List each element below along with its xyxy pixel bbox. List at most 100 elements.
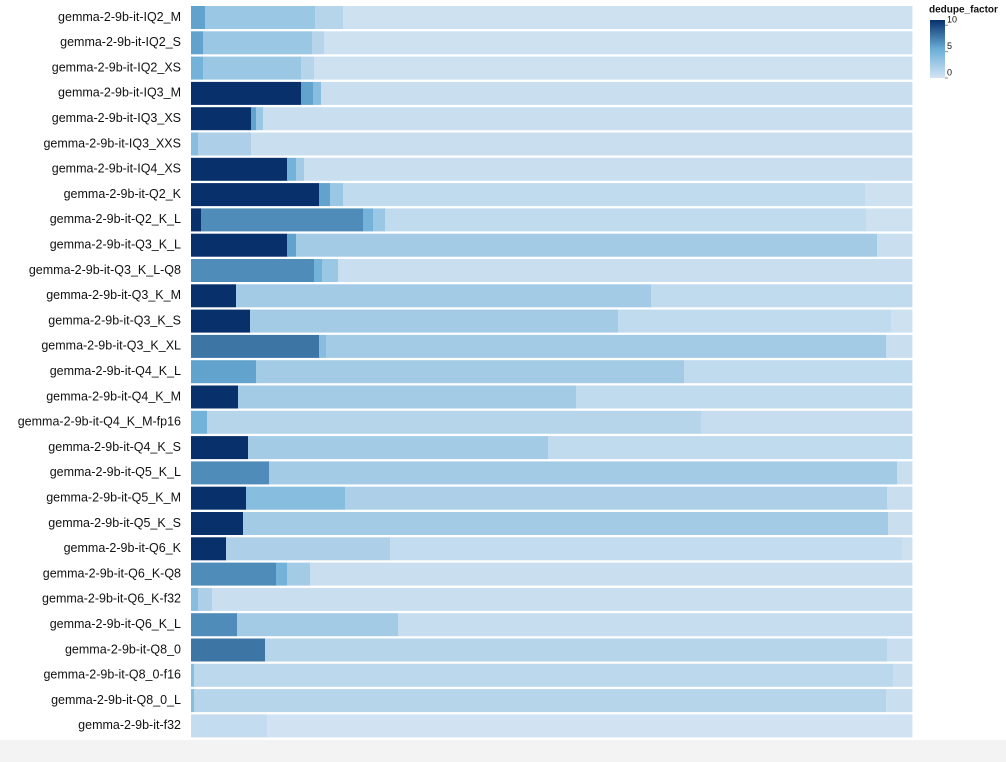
segment: [304, 157, 913, 181]
segment: [877, 233, 913, 257]
row-label: gemma-2-9b-it-Q8_0-f16: [43, 668, 181, 682]
row-label: gemma-2-9b-it-Q2_K: [64, 187, 182, 201]
segment: [191, 537, 227, 561]
segment: [314, 56, 913, 80]
segment: [191, 56, 204, 80]
segment: [313, 81, 322, 105]
segment: [314, 259, 323, 282]
row-label: gemma-2-9b-it-IQ2_M: [58, 10, 181, 24]
segment: [191, 284, 237, 308]
segment: [207, 410, 702, 434]
segment: [191, 714, 268, 738]
segment: [343, 183, 866, 207]
segment: [203, 56, 302, 80]
segment: [263, 107, 913, 131]
segment: [191, 183, 320, 207]
segment: [212, 587, 913, 611]
segment: [310, 562, 913, 586]
segment: [322, 259, 339, 282]
segment: [237, 613, 399, 637]
segment: [887, 486, 913, 510]
segment: [296, 233, 878, 257]
legend-tick-label: 5: [947, 41, 952, 51]
row-label: gemma-2-9b-it-IQ2_S: [60, 35, 181, 49]
segment: [548, 436, 913, 460]
segment: [287, 157, 297, 181]
segment: [345, 486, 888, 510]
row-label: gemma-2-9b-it-Q6_K-f32: [42, 592, 181, 606]
segment: [301, 56, 315, 80]
segment: [886, 689, 913, 713]
segment: [191, 562, 277, 586]
segment: [886, 334, 913, 358]
segment: [194, 663, 894, 687]
segment: [324, 31, 913, 55]
segment: [618, 309, 892, 333]
segment: [205, 6, 316, 29]
segment: [385, 208, 867, 232]
segment: [250, 309, 619, 333]
segment: [651, 284, 913, 308]
segment: [191, 208, 202, 232]
segment: [866, 208, 913, 232]
segment: [198, 587, 213, 611]
row-label: gemma-2-9b-it-IQ4_XS: [52, 162, 181, 176]
segment: [893, 663, 913, 687]
row-label: gemma-2-9b-it-Q4_K_S: [48, 440, 181, 454]
segment: [301, 81, 314, 105]
segment: [276, 562, 288, 586]
segment: [887, 638, 913, 662]
segment: [194, 689, 887, 713]
row-label: gemma-2-9b-it-Q3_K_L: [50, 237, 181, 251]
segment: [330, 183, 344, 207]
row-label: gemma-2-9b-it-IQ3_M: [58, 86, 181, 100]
segment: [312, 31, 325, 55]
segment: [191, 638, 266, 662]
segment: [251, 132, 913, 156]
row-label: gemma-2-9b-it-Q8_0_L: [51, 693, 181, 707]
segment: [338, 259, 913, 282]
segment: [398, 613, 913, 637]
row-label: gemma-2-9b-it-Q8_0: [65, 642, 181, 656]
row-label: gemma-2-9b-it-Q6_K: [64, 541, 182, 555]
segment: [287, 233, 297, 257]
segment: [191, 410, 208, 434]
segment: [373, 208, 386, 232]
segment: [902, 537, 913, 561]
row-label: gemma-2-9b-it-f32: [78, 718, 181, 732]
segment: [287, 562, 311, 586]
segment: [191, 486, 247, 510]
segment: [326, 334, 887, 358]
segment: [319, 183, 331, 207]
segment: [243, 512, 889, 535]
segment: [865, 183, 913, 207]
row-label: gemma-2-9b-it-Q5_K_S: [48, 516, 181, 530]
row-label: gemma-2-9b-it-Q3_K_S: [48, 313, 181, 327]
segment: [191, 436, 249, 460]
segment: [201, 208, 364, 232]
row-label: gemma-2-9b-it-Q4_K_M: [46, 389, 181, 403]
row-label: gemma-2-9b-it-Q3_K_XL: [41, 339, 181, 353]
legend-title: dedupe_factor: [929, 5, 998, 16]
segment: [256, 360, 685, 384]
segment: [191, 613, 238, 637]
row-label: gemma-2-9b-it-Q2_K_L: [50, 212, 181, 226]
segment: [576, 385, 913, 409]
segment: [315, 6, 344, 29]
segment: [251, 107, 257, 131]
segment: [319, 334, 327, 358]
segment: [256, 107, 264, 131]
row-label: gemma-2-9b-it-Q3_K_M: [46, 288, 181, 302]
row-label: gemma-2-9b-it-Q3_K_L-Q8: [29, 263, 181, 277]
segment: [363, 208, 374, 232]
row-label: gemma-2-9b-it-IQ3_XS: [52, 111, 181, 125]
segment: [265, 638, 888, 662]
segment: [191, 663, 195, 687]
row-label: gemma-2-9b-it-Q4_K_L: [50, 364, 181, 378]
segment: [191, 233, 288, 257]
segment: [191, 132, 199, 156]
segment: [191, 259, 315, 282]
row-label: gemma-2-9b-it-Q6_K-Q8: [43, 566, 181, 580]
